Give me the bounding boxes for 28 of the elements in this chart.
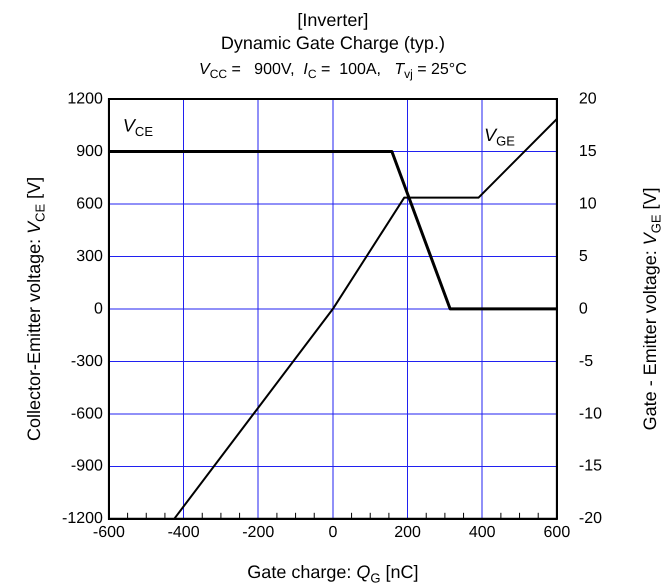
y2-axis-title: Gate - Emitter voltage: VGE [V] — [640, 187, 664, 430]
y-tick-label: 300 — [76, 248, 104, 265]
x-tick-label: -200 — [242, 524, 274, 541]
x-tick-label: 600 — [544, 524, 570, 541]
x-tick-label: 0 — [328, 524, 338, 541]
y-tick-label: 1200 — [67, 90, 104, 108]
chart-title: [Inverter] — [297, 10, 368, 30]
y-axis-title: Collector-Emitter voltage: VCE [V] — [24, 176, 48, 441]
x-tick-label: 400 — [468, 524, 496, 541]
y2-tick-label: 5 — [578, 248, 588, 265]
x-tick-label: -400 — [168, 524, 200, 541]
y2-tick-label: 15 — [578, 142, 597, 160]
y-tick-label: -600 — [70, 405, 104, 422]
y-tick-label: 0 — [94, 300, 104, 318]
y2-tick-label: 0 — [578, 300, 588, 318]
chart-subtitle: Dynamic Gate Charge (typ.) — [220, 33, 445, 53]
y-tick-label: -300 — [70, 352, 104, 370]
y-tick-label: 900 — [76, 142, 104, 160]
y2-tick-label: -20 — [578, 510, 602, 528]
y2-tick-label: -15 — [578, 458, 602, 475]
y2-tick-label: -5 — [578, 352, 594, 370]
x-tick-label: -600 — [92, 524, 126, 541]
y2-tick-label: 10 — [578, 195, 597, 212]
y2-tick-label: -10 — [578, 405, 602, 422]
y-tick-label: -900 — [70, 458, 104, 475]
y-tick-label: 600 — [76, 195, 104, 212]
y2-tick-label: 20 — [578, 90, 597, 108]
x-tick-label: 200 — [394, 524, 422, 541]
